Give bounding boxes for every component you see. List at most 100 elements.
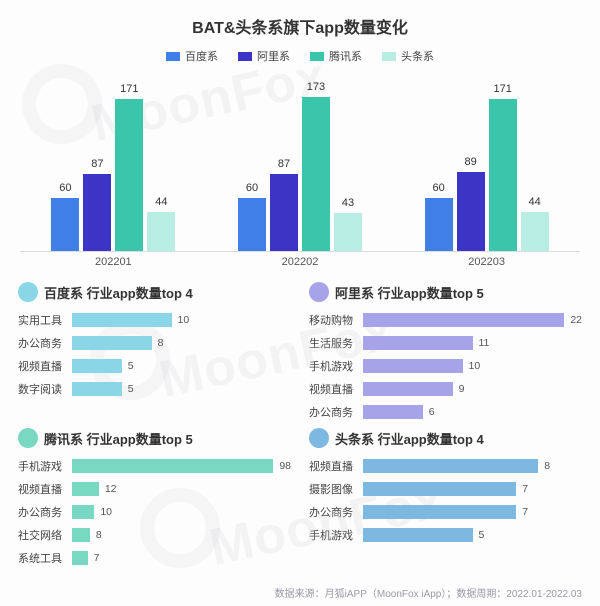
row-bar	[72, 336, 152, 350]
row-value: 98	[279, 460, 291, 472]
row-bar	[363, 359, 463, 373]
ranking-row: 手机游戏 98	[18, 456, 291, 476]
legend-label: 腾讯系	[329, 48, 362, 64]
row-category: 手机游戏	[18, 458, 72, 474]
row-value: 5	[479, 529, 485, 541]
bar: 44	[147, 212, 175, 251]
bar-value-label: 87	[83, 158, 111, 170]
row-value: 5	[128, 360, 134, 372]
bar-value-label: 171	[115, 83, 143, 95]
row-bar-track: 8	[72, 336, 291, 351]
legend-item: 头条系	[382, 48, 434, 64]
bar: 173	[302, 97, 330, 251]
bar-value-label: 60	[51, 182, 79, 194]
panel-title-text: 阿里系 行业app数量top 5	[335, 283, 484, 302]
legend-swatch	[166, 52, 180, 61]
row-bar-track: 98	[72, 459, 291, 474]
panel-dot-icon	[18, 428, 38, 448]
panel-title-text: 百度系 行业app数量top 4	[44, 283, 193, 302]
row-bar-track: 10	[72, 313, 291, 328]
bar-value-label: 60	[425, 182, 453, 194]
row-bar-track: 7	[363, 482, 582, 497]
ranking-row: 视频直播 12	[18, 479, 291, 499]
bar-value-label: 171	[489, 83, 517, 95]
row-bar	[72, 382, 122, 396]
row-category: 摄影图像	[309, 481, 363, 497]
bar-value-label: 44	[521, 196, 549, 208]
ranking-row: 办公商务 8	[18, 333, 291, 353]
ranking-row: 移动购物 22	[309, 310, 582, 330]
row-value: 11	[479, 337, 490, 349]
ranking-panel: 阿里系 行业app数量top 5 移动购物 22 生活服务 11 手机游戏 10…	[309, 282, 582, 422]
legend-swatch	[382, 52, 396, 61]
panel-title-text: 腾讯系 行业app数量top 5	[44, 429, 193, 448]
row-bar	[363, 459, 538, 473]
row-bar-track: 7	[363, 505, 582, 520]
row-category: 办公商务	[309, 504, 363, 520]
row-bar-track: 9	[363, 382, 582, 397]
legend-swatch	[238, 52, 252, 61]
row-bar-track: 22	[363, 313, 582, 328]
row-bar	[72, 505, 94, 519]
bar: 60	[238, 198, 266, 251]
row-category: 办公商务	[18, 504, 72, 520]
panel-dot-icon	[309, 282, 329, 302]
row-category: 办公商务	[18, 335, 72, 351]
ranking-row: 办公商务 6	[309, 402, 582, 422]
x-tick-label: 202201	[95, 256, 132, 268]
main-bar-chart: 608717144608717343608917144	[20, 72, 580, 252]
row-category: 视频直播	[18, 358, 72, 374]
ranking-row: 系统工具 7	[18, 548, 291, 568]
bar-group: 608717343	[238, 97, 362, 251]
row-category: 生活服务	[309, 335, 363, 351]
bar-value-label: 89	[457, 156, 485, 168]
ranking-row: 数字阅读 5	[18, 379, 291, 399]
ranking-row: 视频直播 9	[309, 379, 582, 399]
ranking-row: 视频直播 8	[309, 456, 582, 476]
ranking-panel: 头条系 行业app数量top 4 视频直播 8 摄影图像 7 办公商务 7 手机…	[309, 428, 582, 568]
row-category: 视频直播	[18, 481, 72, 497]
row-bar-track: 5	[72, 359, 291, 374]
ranking-row: 手机游戏 5	[309, 525, 582, 545]
row-category: 数字阅读	[18, 381, 72, 397]
legend-item: 百度系	[166, 48, 218, 64]
panel-title: 百度系 行业app数量top 4	[18, 282, 291, 302]
x-axis: 202201202202202203	[20, 256, 580, 268]
ranking-row: 手机游戏 10	[309, 356, 582, 376]
bar-value-label: 43	[334, 197, 362, 209]
row-bar-track: 12	[72, 482, 291, 497]
row-bar	[363, 528, 473, 542]
legend-label: 头条系	[401, 48, 434, 64]
row-bar-track: 11	[363, 336, 582, 351]
row-bar	[72, 459, 273, 473]
row-value: 8	[544, 460, 550, 472]
ranking-panel: 百度系 行业app数量top 4 实用工具 10 办公商务 8 视频直播 5 数…	[18, 282, 291, 422]
row-bar	[72, 551, 88, 565]
x-tick-label: 202203	[468, 256, 505, 268]
legend-label: 阿里系	[257, 48, 290, 64]
panel-title: 头条系 行业app数量top 4	[309, 428, 582, 448]
row-bar-track: 6	[363, 405, 582, 420]
row-category: 视频直播	[309, 458, 363, 474]
row-category: 办公商务	[309, 404, 363, 420]
row-bar	[72, 359, 122, 373]
row-bar	[72, 482, 99, 496]
row-bar	[363, 405, 423, 419]
row-value: 7	[522, 506, 528, 518]
panel-dot-icon	[18, 282, 38, 302]
bar: 171	[115, 99, 143, 251]
bar-value-label: 87	[270, 158, 298, 170]
row-bar-track: 10	[72, 505, 291, 520]
row-value: 10	[469, 360, 481, 372]
bar-value-label: 60	[238, 182, 266, 194]
row-category: 视频直播	[309, 381, 363, 397]
row-category: 手机游戏	[309, 358, 363, 374]
row-value: 8	[158, 337, 164, 349]
row-category: 社交网络	[18, 527, 72, 543]
ranking-row: 办公商务 10	[18, 502, 291, 522]
panel-title: 腾讯系 行业app数量top 5	[18, 428, 291, 448]
legend-item: 腾讯系	[310, 48, 362, 64]
bar: 60	[51, 198, 79, 251]
bar: 87	[270, 174, 298, 251]
row-bar	[363, 382, 453, 396]
